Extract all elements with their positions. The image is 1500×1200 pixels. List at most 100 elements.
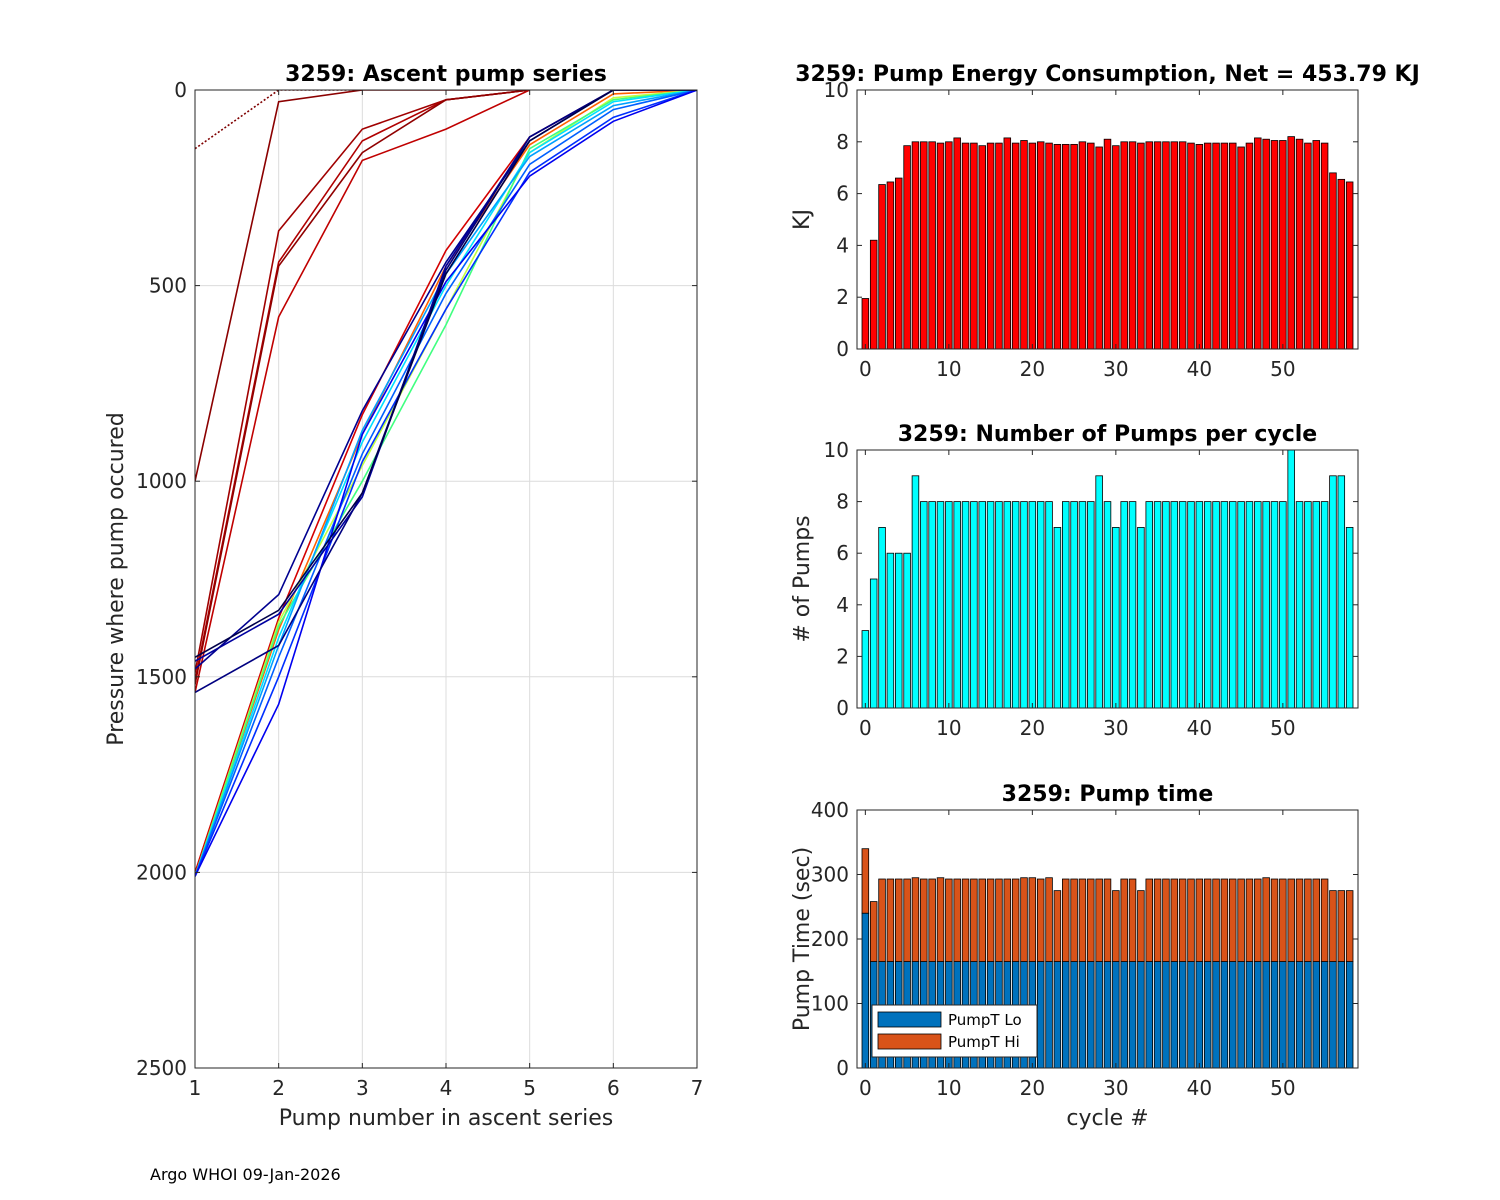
pump-time-hi-bar: [961, 878, 970, 962]
series-line: [195, 90, 697, 877]
pump-time-lo-bar: [1112, 961, 1120, 1069]
pump-time-lo-bar: [1120, 961, 1128, 1069]
energy-bar: [928, 141, 936, 350]
series-line: [195, 90, 530, 685]
series-line: [195, 90, 697, 662]
pump-count-bar: [1103, 501, 1112, 709]
pump-count-bar: [878, 527, 886, 709]
energy-bar: [953, 137, 961, 350]
pump-count-bar: [1028, 501, 1037, 709]
x-tick-label: 30: [1103, 357, 1128, 381]
energy-bar: [1170, 141, 1179, 350]
pump-time-hi-bar: [1320, 878, 1329, 962]
pump-time-lo-bar: [1036, 961, 1045, 1069]
x-tick-label: 4: [440, 1076, 453, 1100]
pump-time-lo-bar: [1212, 961, 1220, 1069]
pump-time-lo-bar: [1312, 961, 1320, 1069]
energy-bar: [878, 184, 886, 350]
y-tick-label: 2: [836, 644, 849, 668]
x-tick-label: 20: [1020, 357, 1045, 381]
energy-bar: [1020, 140, 1028, 350]
pump-count-bar: [1187, 501, 1195, 709]
pump-time-lo-bar: [1187, 961, 1195, 1069]
pump-time-hi-bar: [1078, 878, 1087, 962]
y-tick-label: 100: [811, 992, 849, 1016]
energy-bar: [978, 145, 986, 350]
energy-bar: [970, 142, 978, 350]
y-tick-label: 400: [811, 798, 849, 822]
pump-time-lo-bar: [1304, 961, 1312, 1069]
energy-bar: [1028, 142, 1037, 350]
pump-time-hi-bar: [1028, 877, 1037, 962]
axes-frame: [856, 449, 1359, 709]
pump-time-lo-bar: [1220, 961, 1229, 1069]
pump-time-lo-bar: [1045, 961, 1053, 1069]
pump-time-hi-bar: [1195, 878, 1204, 962]
energy-bar: [945, 141, 953, 350]
pump-time-lo-bar: [1095, 961, 1103, 1069]
series-line: [195, 90, 697, 877]
y-axis-label: # of Pumps: [790, 515, 815, 642]
legend-label: PumpT Lo: [948, 1011, 1022, 1029]
x-tick-label: 20: [1020, 1076, 1045, 1100]
pump-count-bar: [1120, 501, 1128, 709]
pump-time-hi-bar: [1295, 878, 1304, 962]
y-tick-label: 0: [836, 696, 849, 720]
pump-count-bar: [1170, 501, 1179, 709]
pump-time-hi-bar: [1187, 878, 1195, 962]
y-tick-label: 2: [836, 285, 849, 309]
pump-time-lo-bar: [1070, 961, 1078, 1069]
y-tick-label: 4: [836, 593, 849, 617]
energy-bar: [1237, 146, 1245, 350]
pump-time-hi-bar: [1203, 878, 1212, 962]
pump-count-bar: [1254, 501, 1262, 709]
pump-count-bar: [1320, 501, 1329, 709]
pump-time-hi-bar: [1237, 878, 1245, 962]
pump-time-hi-bar: [861, 848, 870, 914]
energy-bar: [1070, 143, 1078, 350]
energy-bar: [1304, 142, 1312, 350]
series-line: [195, 90, 530, 482]
chart-title: 3259: Number of Pumps per cycle: [898, 422, 1317, 447]
pump-count-bar: [1087, 501, 1095, 709]
pump-time-lo-bar: [1245, 961, 1254, 1069]
pump-time-lo-bar: [1103, 961, 1112, 1069]
pump-count-bar: [1237, 501, 1245, 709]
energy-bar: [1203, 142, 1212, 350]
pump-time-lo-bar: [1270, 961, 1279, 1069]
pump-time-lo-bar: [1137, 961, 1145, 1069]
y-tick-label: 6: [836, 182, 849, 206]
pump-time-lo-bar: [1170, 961, 1179, 1069]
y-tick-label: 1000: [136, 469, 187, 493]
pump-time-lo-bar: [1195, 961, 1204, 1069]
energy-bar: [895, 177, 903, 350]
energy-bar: [1128, 141, 1137, 350]
x-tick-label: 1: [189, 1076, 202, 1100]
pump-count-bar: [1011, 501, 1020, 709]
energy-bar: [936, 142, 945, 350]
pump-count-bar: [1195, 501, 1204, 709]
energy-bar: [1162, 141, 1170, 350]
series-line: [195, 90, 697, 694]
energy-bar: [1112, 145, 1120, 350]
pump-count-bar: [1203, 501, 1212, 709]
pump-time-hi-bar: [1153, 878, 1162, 962]
energy-bar: [1045, 142, 1053, 350]
energy-bar: [1103, 138, 1112, 350]
pump-time-hi-bar: [1137, 890, 1145, 962]
energy-bar: [1036, 141, 1045, 350]
series-line: [195, 90, 697, 877]
pump-time-hi-bar: [1162, 878, 1170, 962]
pump-count-bar: [986, 501, 995, 709]
legend: PumpT Lo PumpT Hi: [871, 1004, 1038, 1058]
pump-time-lo-bar: [1337, 961, 1346, 1069]
y-axis-label: Pressure where pump occured: [104, 412, 129, 745]
x-axis-label: Pump number in ascent series: [279, 1106, 613, 1131]
x-tick-label: 40: [1187, 357, 1212, 381]
energy-bar: [1062, 143, 1070, 350]
pump-time-lo-bar: [861, 912, 870, 1069]
energy-bar: [1320, 142, 1329, 350]
pump-count-bar: [1229, 501, 1237, 709]
footer-credit: Argo WHOI 09-Jan-2026: [150, 1165, 341, 1184]
